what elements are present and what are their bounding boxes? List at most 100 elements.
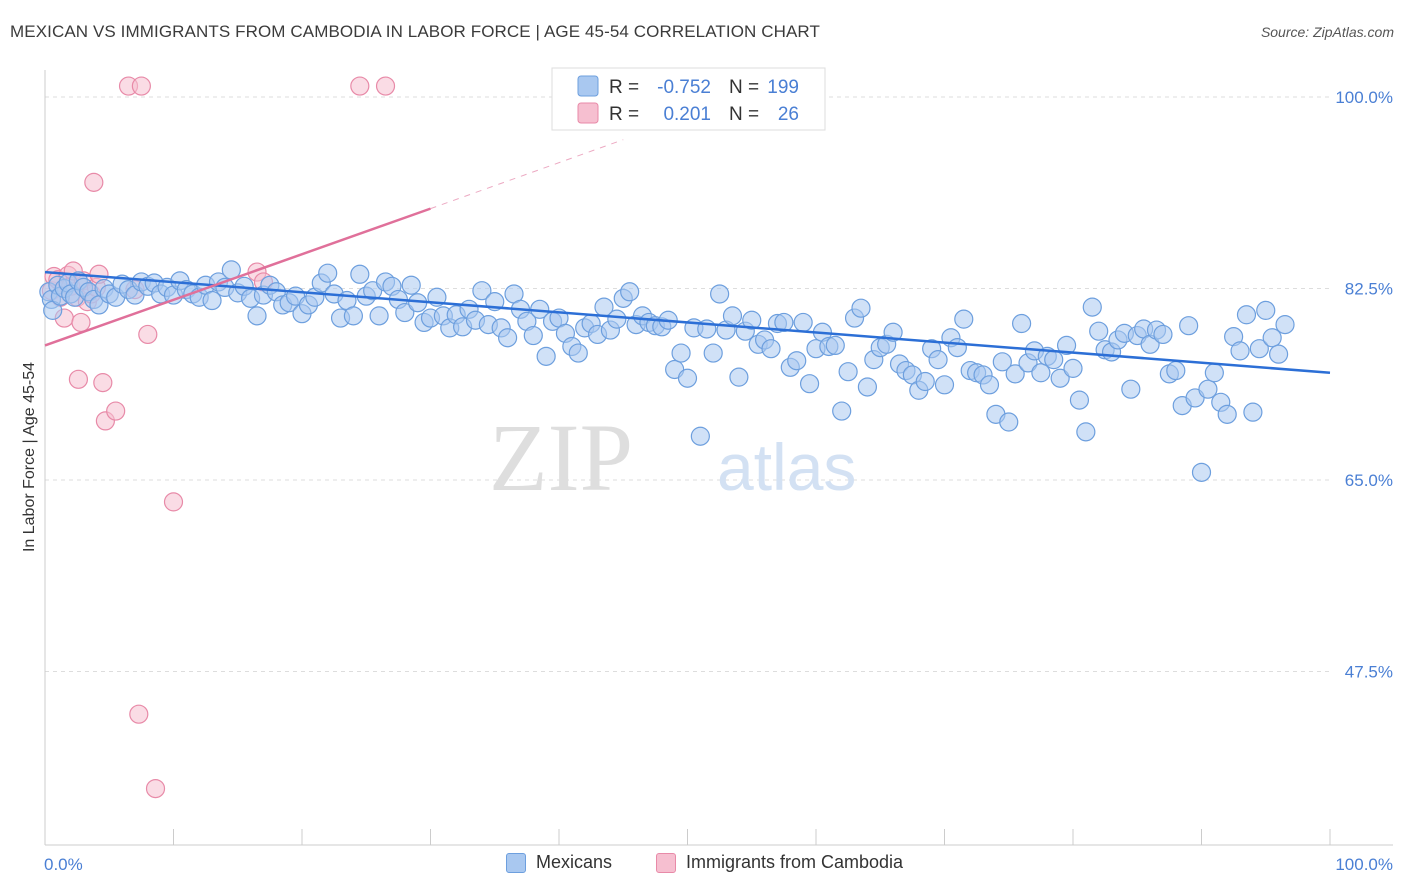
- cambodia-point-29: [350, 76, 370, 96]
- y-axis-label: In Labor Force | Age 45-54: [21, 362, 38, 552]
- mexicans-point-152: [979, 375, 1000, 395]
- mexicans-point-62: [401, 275, 421, 295]
- mexicans-point-104: [671, 343, 691, 363]
- stats-legend: R = -0.752 N = 199 R = 0.201 N = 26: [551, 67, 826, 131]
- mexicans-point-194: [1249, 339, 1269, 359]
- x-tick-label-start: 0.0%: [44, 855, 83, 874]
- legend-item-cambodia[interactable]: Immigrants from Cambodia: [656, 852, 903, 873]
- mexicans-point-167: [1076, 422, 1096, 442]
- mexicans-point-162: [1044, 350, 1064, 370]
- cambodia-point-26: [163, 492, 184, 512]
- legend-r-label-1: R =: [609, 104, 639, 125]
- blue-points: [39, 260, 1295, 482]
- legend-r-value-0: -0.752: [657, 77, 711, 98]
- watermark-atlas: atlas: [717, 430, 856, 504]
- cambodia-point-14: [84, 172, 104, 192]
- legend-n-label-1: N =: [729, 104, 759, 125]
- cambodia-point-10: [68, 369, 89, 389]
- mexicans-point-122: [787, 351, 807, 371]
- cambodia-point-23: [129, 704, 149, 724]
- axes: [44, 70, 1393, 846]
- mexicans-point-155: [999, 412, 1019, 432]
- cambodia-point-21: [131, 76, 151, 96]
- watermark-zip: ZIP: [489, 404, 633, 511]
- cambodia-trend-line: [44, 207, 431, 347]
- mexicans-point-137: [883, 322, 903, 342]
- legend-r-label-0: R =: [609, 77, 639, 98]
- mexicans-point-187: [1204, 363, 1224, 383]
- mexicans-point-165: [1063, 358, 1083, 378]
- cambodia-trend-extension: [430, 139, 624, 210]
- legend-item-mexicans[interactable]: Mexicans: [506, 852, 612, 873]
- mexicans-point-31: [202, 290, 222, 311]
- mexicans-point-49: [318, 263, 338, 283]
- mexicans-point-128: [825, 335, 845, 356]
- mexicans-point-156: [1005, 364, 1025, 384]
- y-tick-label-1: 65.0%: [1345, 471, 1393, 490]
- mexicans-point-168: [1082, 297, 1102, 317]
- legend-n-label-0: N =: [729, 77, 759, 98]
- mexicans-point-112: [722, 306, 743, 326]
- legend-n-value-1: 26: [778, 104, 799, 125]
- mexicans-point-61: [395, 302, 415, 323]
- mexicans-point-148: [954, 309, 974, 329]
- mexicans-point-83: [536, 346, 556, 366]
- mexicans-point-107: [690, 426, 710, 446]
- mexicans-point-197: [1268, 344, 1289, 364]
- mexicans-point-77: [498, 328, 518, 348]
- mexicans-point-132: [851, 298, 871, 318]
- mexicans-point-110: [710, 284, 730, 304]
- trend-lines: [44, 139, 1331, 375]
- mexicans-point-124: [799, 374, 820, 394]
- mexicans-point-54: [350, 264, 370, 284]
- mexicans-point-105: [677, 368, 698, 388]
- mexicans-point-144: [928, 350, 948, 370]
- mexicans-point-113: [729, 367, 749, 387]
- y-tick-label-0: 47.5%: [1345, 663, 1393, 682]
- mexicans-point-160: [1031, 363, 1051, 383]
- y-tick-labels: 47.5% 65.0% 82.5% 100.0%: [1335, 88, 1393, 682]
- bottom-legend: Mexicans Immigrants from Cambodia: [0, 852, 1406, 878]
- mexicans-point-191: [1230, 341, 1250, 361]
- mexicans-point-181: [1166, 360, 1186, 381]
- cambodia-point-25: [145, 778, 166, 799]
- mexicans-point-154: [992, 352, 1012, 372]
- legend-n-value-0: 199: [767, 77, 799, 98]
- mexicans-point-186: [1198, 379, 1218, 399]
- mexicans-trend-line: [44, 270, 1331, 375]
- y-tick-label-2: 82.5%: [1345, 280, 1393, 299]
- legend-r-value-1: 0.201: [663, 104, 711, 125]
- mexicans-point-174: [1121, 379, 1141, 399]
- mexicans-point-145: [934, 375, 955, 395]
- mexicans-point-169: [1089, 321, 1109, 341]
- mexicans-point-57: [369, 306, 389, 326]
- legend-label-mexicans: Mexicans: [536, 852, 613, 872]
- cambodia-point-9: [71, 312, 91, 333]
- mexicans-point-147: [947, 337, 967, 358]
- mexicans-point-183: [1179, 316, 1199, 336]
- mexicans-point-115: [742, 310, 762, 330]
- mexicans-point-179: [1153, 324, 1173, 345]
- mexicans-point-129: [832, 401, 852, 421]
- mexicans-point-73: [472, 281, 492, 301]
- mexicans-point-164: [1056, 335, 1077, 356]
- cambodia-point-17: [93, 373, 113, 393]
- cambodia-swatch: [656, 852, 676, 873]
- x-tick-labels: 0.0% 100.0%: [44, 855, 1393, 874]
- mexicans-point-94: [607, 309, 627, 329]
- mexicans-point-163: [1050, 368, 1070, 388]
- legend-swatch-0: [577, 75, 599, 97]
- mexicans-point-96: [620, 282, 640, 302]
- y-tick-label-3: 100.0%: [1335, 88, 1393, 107]
- legend-swatch-1: [577, 102, 599, 124]
- mexicans-point-130: [838, 362, 858, 382]
- mexicans-point-38: [247, 306, 267, 326]
- cambodia-point-19: [106, 401, 126, 421]
- mexicans-point-185: [1191, 462, 1212, 482]
- mexicans-point-192: [1236, 305, 1257, 325]
- chart-title: MEXICAN VS IMMIGRANTS FROM CAMBODIA IN L…: [10, 22, 820, 41]
- mexicans-point-142: [915, 371, 935, 392]
- source-label: Source: ZipAtlas.com: [1260, 24, 1394, 40]
- mexicans-point-193: [1243, 402, 1263, 422]
